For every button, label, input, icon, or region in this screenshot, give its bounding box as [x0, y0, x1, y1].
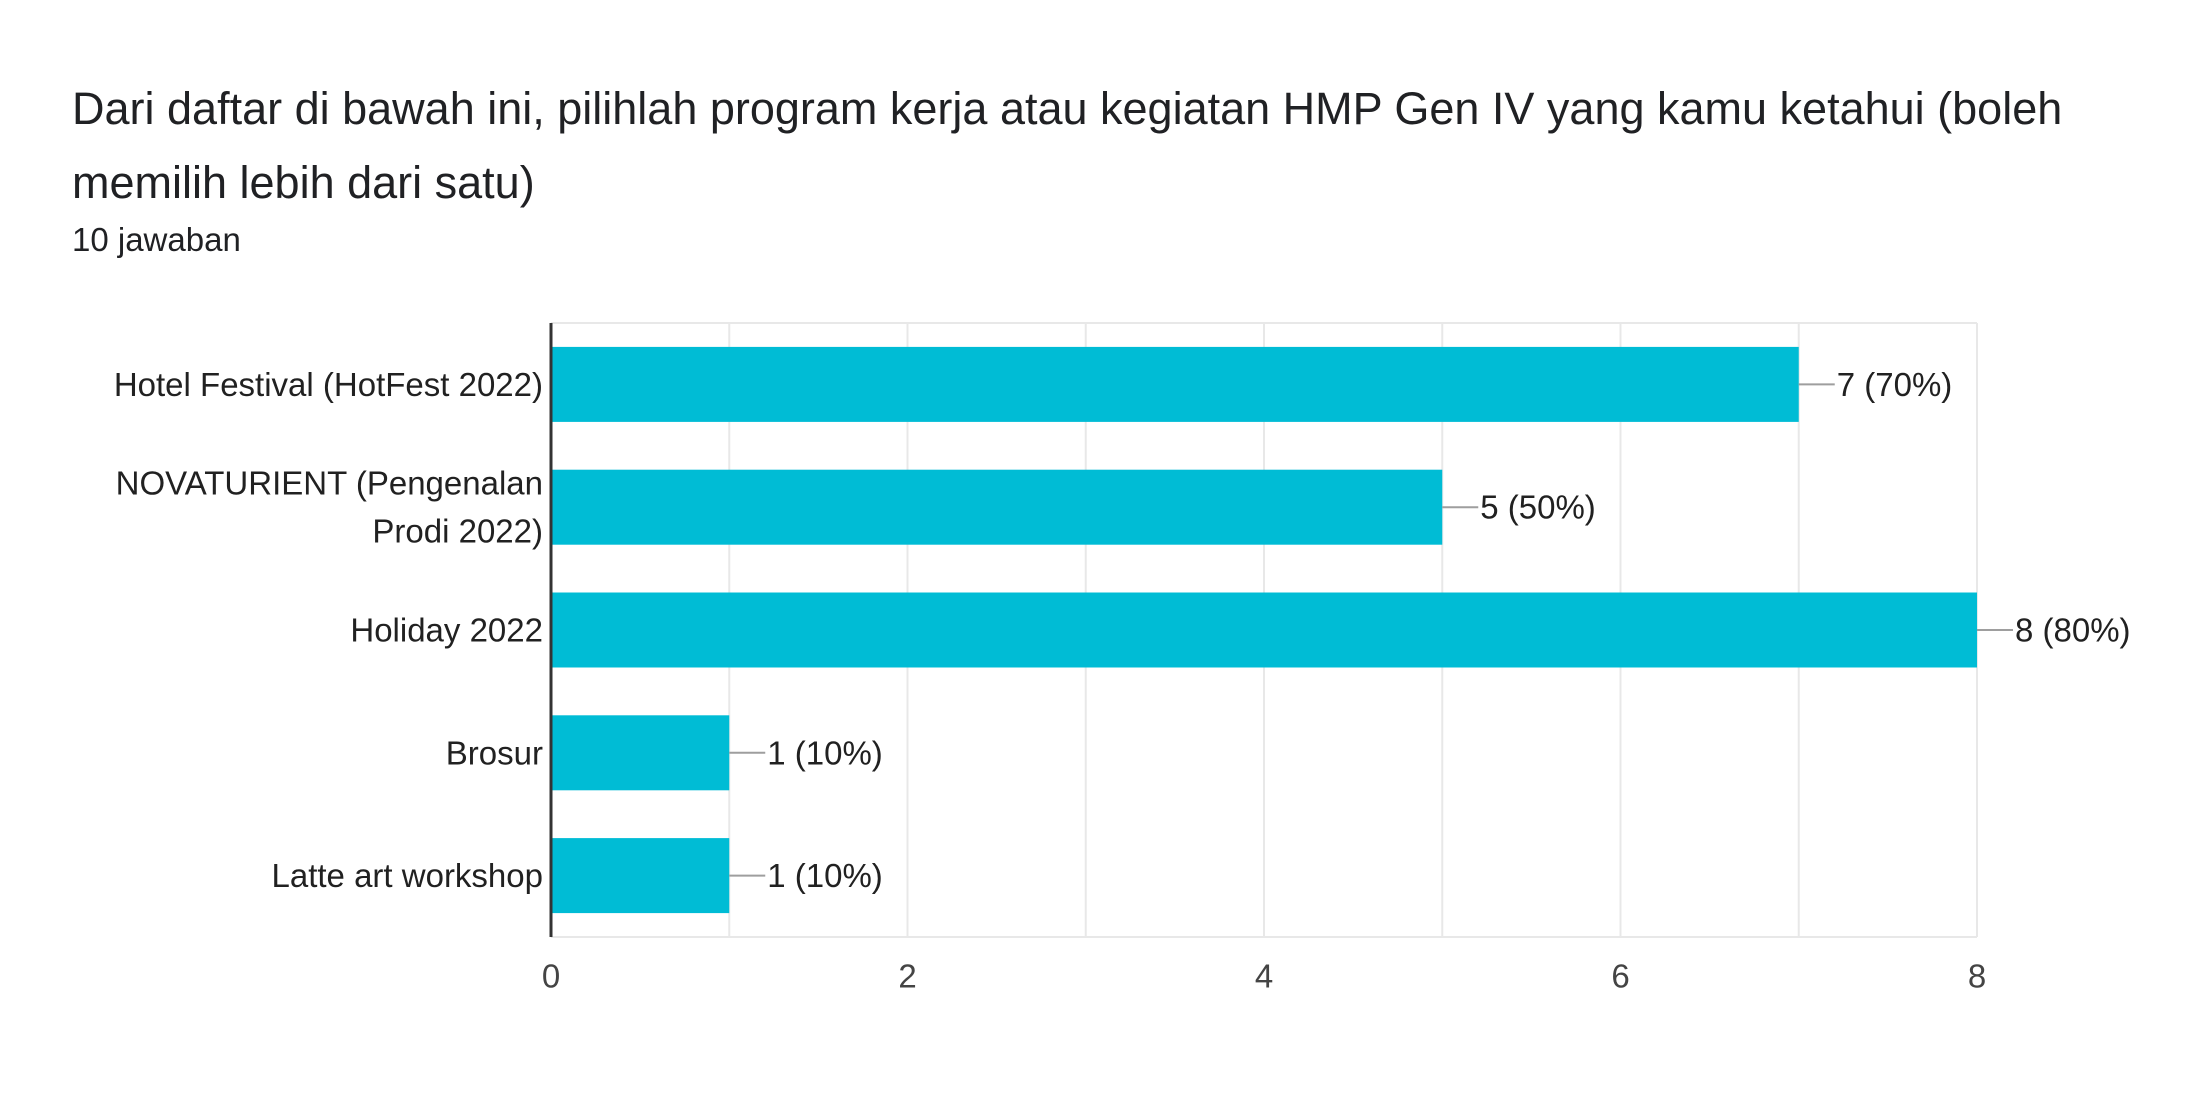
bar: [551, 715, 730, 791]
x-tick-label: 0: [542, 958, 560, 995]
x-tick-label: 8: [1968, 958, 1986, 995]
data-label: 8 (80%): [2015, 612, 2131, 649]
data-label: 1 (10%): [767, 734, 883, 771]
bar: [551, 469, 1443, 545]
x-tick-label: 6: [1611, 958, 1629, 995]
data-label: 1 (10%): [767, 857, 883, 894]
bar: [551, 592, 1977, 668]
bar: [551, 838, 730, 914]
category-label: Hotel Festival (HotFest 2022): [114, 366, 543, 403]
category-label: Brosur: [446, 734, 543, 771]
bar: [551, 346, 1799, 422]
response-count: 10 jawaban: [72, 221, 241, 258]
data-label: 7 (70%): [1837, 366, 1953, 403]
category-label: Latte art workshop: [272, 857, 543, 894]
category-label: Prodi 2022): [372, 513, 543, 550]
category-label: Holiday 2022: [350, 612, 543, 649]
category-label: NOVATURIENT (Pengenalan: [116, 465, 543, 502]
x-tick-label: 2: [898, 958, 916, 995]
question-title: Dari daftar di bawah ini, pilihlah progr…: [72, 83, 2063, 208]
x-tick-label: 4: [1255, 958, 1273, 995]
data-label: 5 (50%): [1480, 489, 1596, 526]
